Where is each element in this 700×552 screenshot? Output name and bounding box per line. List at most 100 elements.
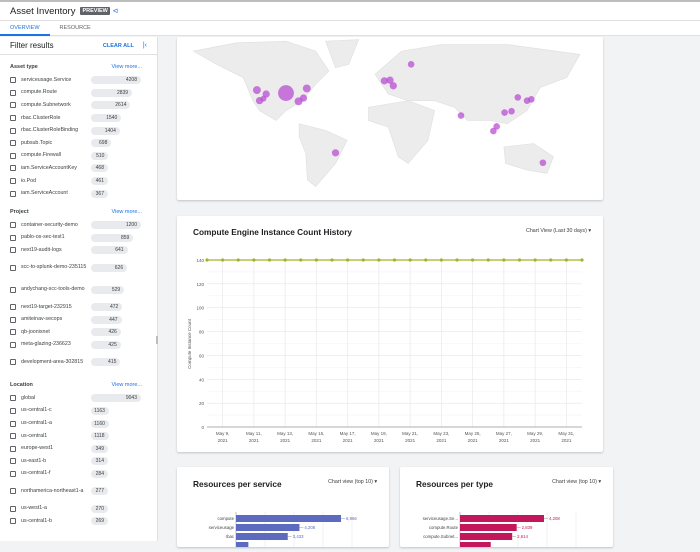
- filter-item[interactable]: global 9043: [10, 392, 142, 405]
- x-tick-label: May 25,: [465, 431, 481, 436]
- filter-item[interactable]: iam.ServiceAccountKey 468: [10, 162, 142, 175]
- count-badge: 1404: [91, 126, 120, 135]
- share-icon[interactable]: ⪦: [113, 5, 119, 15]
- filter-item[interactable]: compute.Subnetwork 2614: [10, 99, 142, 112]
- category-label: compute.Route: [429, 525, 459, 530]
- filter-item[interactable]: development-area-302815 415: [10, 351, 142, 373]
- tab-overview[interactable]: OVERVIEW: [0, 21, 50, 36]
- checkbox[interactable]: [10, 445, 16, 452]
- preview-badge: PREVIEW: [80, 7, 110, 15]
- filter-item[interactable]: iam.ServiceAccount 367: [10, 187, 142, 200]
- checkbox[interactable]: [10, 407, 16, 414]
- filter-item[interactable]: next19-target-232915 472: [10, 301, 142, 314]
- checkbox[interactable]: [10, 77, 16, 84]
- chart-view-dropdown[interactable]: Chart view (top 10) ▾: [552, 479, 601, 485]
- filter-item-label: development-area-302815: [21, 358, 84, 365]
- checkbox[interactable]: [10, 234, 16, 241]
- filter-item[interactable]: compute.Route 2839: [10, 87, 142, 100]
- data-point: [580, 258, 584, 262]
- value-label: 4,208: [549, 516, 560, 521]
- checkbox[interactable]: [10, 329, 16, 336]
- chart-view-dropdown[interactable]: Chart view (top 10) ▾: [328, 479, 377, 485]
- data-point: [392, 258, 397, 262]
- filter-item-label: serviceusage.Service: [21, 76, 72, 83]
- checkbox[interactable]: [10, 127, 16, 134]
- checkbox[interactable]: [10, 470, 16, 477]
- data-point: [330, 258, 334, 262]
- x-tick-label: May 17,: [340, 431, 356, 436]
- filter-item[interactable]: meta-glazing-236623 425: [10, 339, 142, 352]
- filter-item[interactable]: rbac.ClusterRole 1540: [10, 112, 142, 125]
- filter-item[interactable]: us-west1-a 270: [10, 502, 142, 515]
- count-badge: 1163: [91, 406, 109, 415]
- resize-handle[interactable]: [156, 336, 158, 344]
- filter-item[interactable]: io.Pod 461: [10, 175, 142, 188]
- land-shape: [192, 40, 330, 121]
- x-tick-label: 2021: [405, 438, 416, 443]
- filter-item[interactable]: scc-to-splunk-demo-235115 626: [10, 257, 142, 279]
- checkbox[interactable]: [10, 102, 16, 109]
- bar: [236, 515, 341, 522]
- map-marker: [252, 86, 261, 95]
- checkbox[interactable]: [10, 304, 16, 311]
- resources-per-type-card: Resources per type Chart view (top 10) ▾…: [400, 467, 613, 549]
- checkbox[interactable]: [10, 247, 16, 254]
- checkbox[interactable]: [10, 359, 16, 366]
- checkbox[interactable]: [10, 152, 16, 159]
- filter-item[interactable]: us-east1-b 314: [10, 455, 142, 468]
- filter-item[interactable]: us-central1-c 1163: [10, 405, 142, 418]
- bar: [236, 533, 288, 540]
- filter-item[interactable]: qb-joonixnet 426: [10, 326, 142, 339]
- filter-item[interactable]: next19-audit-logs 641: [10, 244, 142, 257]
- checkbox[interactable]: [10, 264, 16, 271]
- map-marker: [501, 109, 508, 116]
- checkbox[interactable]: [10, 433, 16, 440]
- tab-resource[interactable]: RESOURCE: [59, 25, 91, 31]
- filter-item[interactable]: rbac.ClusterRoleBinding 1404: [10, 124, 142, 137]
- view-more-link[interactable]: View more...: [111, 64, 142, 70]
- checkbox[interactable]: [10, 140, 16, 147]
- checkbox[interactable]: [10, 286, 16, 293]
- view-more-link[interactable]: View more...: [111, 208, 142, 215]
- collapse-icon[interactable]: |‹: [142, 42, 147, 49]
- filter-item[interactable]: us-central1-b 269: [10, 515, 142, 528]
- count-badge: 447: [91, 315, 122, 324]
- checkbox[interactable]: [10, 505, 16, 512]
- checkbox[interactable]: [10, 458, 16, 465]
- checkbox[interactable]: [10, 518, 16, 525]
- chart-view-dropdown[interactable]: Chart View (Last 30 days) ▾: [526, 228, 591, 234]
- filter-item[interactable]: container-security-demo 1200: [10, 219, 142, 232]
- count-badge: 314: [91, 457, 108, 466]
- filter-item[interactable]: us-central1-a 1160: [10, 417, 142, 430]
- checkbox[interactable]: [10, 316, 16, 323]
- checkbox[interactable]: [10, 488, 16, 495]
- checkbox[interactable]: [10, 395, 16, 402]
- filter-item[interactable]: andychang-scc-tools-demo 529: [10, 279, 142, 301]
- count-badge: 1118: [91, 432, 109, 441]
- view-more-link[interactable]: View more...: [111, 382, 142, 389]
- filter-item[interactable]: northamerica-northeast1-a 277: [10, 480, 142, 502]
- checkbox[interactable]: [10, 89, 16, 96]
- filter-item[interactable]: us-central1-f 284: [10, 468, 142, 481]
- checkbox[interactable]: [10, 165, 16, 172]
- value-label: 3,433: [293, 534, 304, 539]
- count-badge: 349: [91, 444, 108, 453]
- count-badge: 698: [91, 139, 112, 148]
- checkbox[interactable]: [10, 420, 16, 427]
- y-tick-label: 60: [199, 353, 205, 358]
- checkbox[interactable]: [10, 190, 16, 197]
- value-label: 4,208: [304, 525, 315, 530]
- filter-item[interactable]: europe-west1 349: [10, 442, 142, 455]
- filter-item[interactable]: serviceusage.Service 4208: [10, 74, 142, 87]
- filter-item[interactable]: us-central1 1118: [10, 430, 142, 443]
- filter-item[interactable]: amiteinav-secops 447: [10, 313, 142, 326]
- checkbox[interactable]: [10, 341, 16, 348]
- filter-item[interactable]: pubsub.Topic 698: [10, 137, 142, 150]
- checkbox[interactable]: [10, 222, 16, 229]
- clear-all-button[interactable]: CLEAR ALL: [102, 42, 134, 49]
- checkbox[interactable]: [10, 115, 16, 122]
- checkbox[interactable]: [10, 178, 16, 185]
- app-header: Asset Inventory PREVIEW ⪦: [0, 0, 700, 21]
- filter-item[interactable]: pablo-os-sec-test1 859: [10, 232, 142, 245]
- filter-item[interactable]: compute.Firewall 510: [10, 150, 142, 163]
